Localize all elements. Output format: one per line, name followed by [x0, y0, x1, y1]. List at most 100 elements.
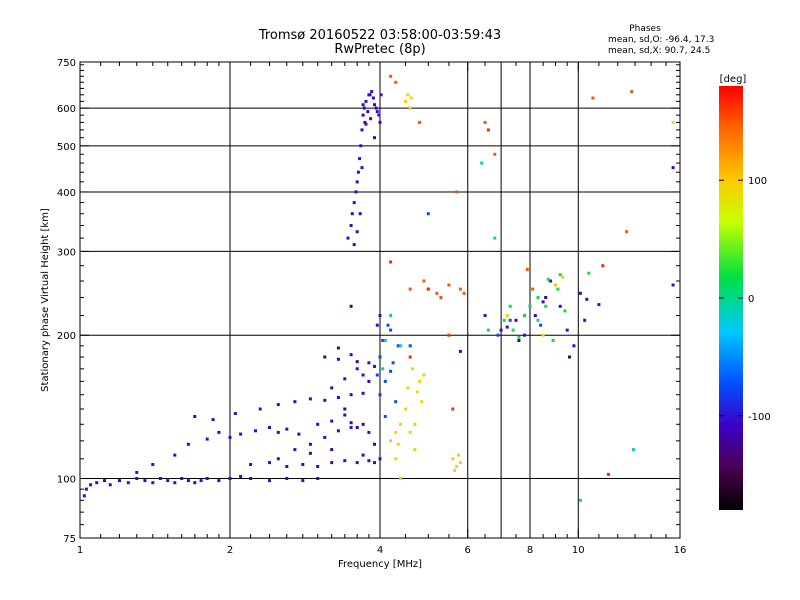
data-point: [375, 323, 379, 327]
data-point: [143, 479, 147, 483]
data-point: [285, 477, 289, 480]
data-point: [352, 201, 356, 205]
y-tick-label: 400: [57, 188, 76, 199]
data-point: [374, 106, 378, 110]
data-point: [330, 461, 334, 465]
data-point: [563, 309, 567, 313]
data-point: [631, 448, 635, 452]
data-point: [486, 128, 490, 132]
data-point: [389, 260, 393, 264]
y-tick-label: 75: [63, 534, 76, 545]
chart-title-line1: Tromsø 20160522 03:58:00-03:59:43: [258, 28, 501, 43]
data-point: [394, 80, 398, 84]
data-point: [422, 373, 426, 377]
data-point: [447, 283, 451, 287]
data-point: [249, 477, 253, 480]
data-point: [367, 430, 371, 434]
data-point: [404, 407, 407, 411]
data-point: [389, 74, 393, 78]
data-point: [285, 465, 289, 468]
data-point: [323, 398, 327, 402]
data-point: [554, 283, 557, 287]
data-point: [308, 451, 312, 455]
data-point: [349, 393, 353, 397]
data-point: [366, 110, 370, 114]
data-point: [349, 304, 353, 308]
x-tick-label: 16: [674, 545, 687, 556]
data-point: [399, 422, 403, 426]
data-point: [561, 275, 565, 279]
data-point: [578, 498, 582, 502]
data-point: [173, 481, 177, 485]
data-point: [316, 422, 320, 426]
data-point: [330, 448, 334, 452]
data-point: [330, 419, 334, 423]
data-point: [193, 415, 197, 418]
data-point: [523, 314, 526, 317]
data-point: [544, 296, 548, 299]
data-point: [371, 96, 375, 100]
chart-title-line2: RwPretec (8p): [334, 42, 425, 57]
data-point: [458, 287, 462, 291]
data-point: [378, 393, 382, 397]
data-point: [186, 442, 190, 446]
data-point: [336, 396, 340, 399]
data-point: [349, 353, 353, 357]
data-point: [378, 120, 382, 124]
data-point: [186, 479, 190, 483]
data-point: [408, 287, 412, 291]
grid-lines: [80, 62, 680, 538]
data-point: [381, 367, 385, 371]
data-point: [458, 461, 462, 465]
data-point: [103, 479, 106, 483]
data-point: [89, 483, 93, 487]
data-point: [422, 279, 426, 283]
data-point: [293, 448, 297, 452]
y-axis-label: Stationary phase Virtual Height [km]: [40, 208, 51, 392]
data-point: [568, 355, 571, 359]
data-point: [343, 407, 347, 411]
data-point: [84, 487, 88, 491]
data-point: [386, 323, 390, 327]
data-point: [373, 103, 376, 107]
data-point: [411, 367, 415, 371]
data-point: [413, 422, 417, 426]
y-tick-label: 200: [57, 331, 76, 342]
data-point: [565, 328, 569, 332]
data-point: [330, 386, 334, 390]
data-point: [551, 339, 555, 342]
data-point: [523, 333, 526, 337]
data-point: [239, 432, 243, 436]
data-point: [549, 279, 553, 283]
data-point: [541, 333, 545, 337]
data-point: [671, 166, 675, 170]
data-point: [404, 99, 407, 103]
data-point: [607, 472, 610, 476]
data-point: [367, 459, 371, 463]
data-point: [383, 415, 387, 418]
data-point: [457, 453, 460, 457]
data-point: [228, 435, 232, 439]
data-point: [394, 430, 398, 434]
data-point: [601, 264, 605, 268]
data-point: [408, 355, 412, 359]
data-point: [528, 304, 532, 308]
data-point: [389, 369, 393, 373]
data-point: [367, 361, 371, 365]
data-point: [597, 303, 601, 307]
data-point: [373, 364, 376, 368]
data-point: [166, 479, 170, 483]
data-point: [336, 429, 340, 433]
data-point: [239, 475, 243, 478]
data-point: [418, 120, 421, 124]
x-tick-label: 2: [227, 545, 233, 556]
data-point: [343, 413, 347, 417]
data-point: [625, 230, 629, 234]
data-point: [361, 391, 365, 395]
data-point: [355, 180, 359, 184]
y-tick-label: 100: [57, 475, 76, 486]
data-point: [373, 442, 376, 446]
data-point: [499, 328, 503, 332]
data-point: [358, 157, 362, 161]
